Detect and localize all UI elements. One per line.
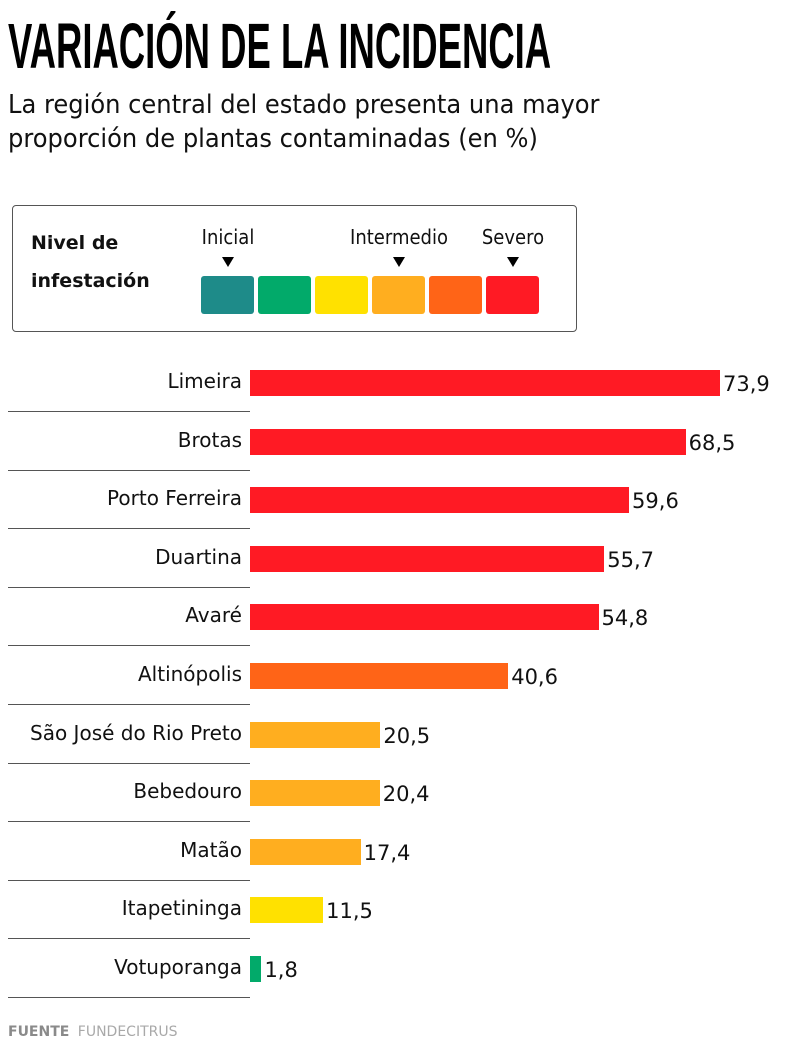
source-footer: FUENTE FUNDECITRUS xyxy=(8,1024,178,1040)
category-label: São José do Rio Preto xyxy=(30,721,242,745)
chart-subtitle: La región central del estado presenta un… xyxy=(8,90,600,154)
category-label: Avaré xyxy=(185,603,242,627)
down-triangle-icon xyxy=(221,257,234,267)
value-label: 20,4 xyxy=(382,782,430,806)
bar xyxy=(250,780,380,806)
source-label: FUENTE xyxy=(8,1024,70,1040)
legend-title-line1: Nivel de xyxy=(31,232,119,254)
bar xyxy=(250,839,361,865)
bar xyxy=(250,897,324,923)
bar xyxy=(250,956,262,982)
bar xyxy=(250,604,599,630)
legend-swatch xyxy=(486,276,539,314)
bar xyxy=(250,429,686,455)
legend-swatch xyxy=(372,276,425,314)
value-label: 59,6 xyxy=(632,489,679,513)
legend-level-label: Intermedio xyxy=(349,225,448,249)
row-divider xyxy=(8,645,250,646)
legend: Nivel de infestación Inicial Intermedio Se… xyxy=(12,205,577,332)
source-name: FUNDECITRUS xyxy=(77,1024,178,1040)
bar xyxy=(250,370,720,396)
value-label: 55,7 xyxy=(607,548,655,572)
row-divider xyxy=(8,411,250,412)
legend-swatch xyxy=(201,276,254,314)
value-label: 40,6 xyxy=(511,665,558,689)
category-label: Bebedouro xyxy=(133,779,242,803)
row-divider xyxy=(8,704,250,705)
row-divider xyxy=(8,938,250,939)
category-label: Itapetininga xyxy=(121,896,242,920)
legend-title-line2: infestación xyxy=(31,270,150,292)
legend-title: Nivel de infestación xyxy=(31,224,191,300)
bar xyxy=(250,487,630,513)
value-label: 54,8 xyxy=(601,606,649,630)
bar xyxy=(250,546,605,572)
category-label: Altinópolis xyxy=(137,662,242,686)
category-label: Brotas xyxy=(177,428,242,452)
value-label: 11,5 xyxy=(326,899,373,923)
legend-level-label: Inicial xyxy=(201,225,254,249)
chart-title: VARIACIÓN DE LA INCIDENCIA xyxy=(8,10,552,82)
row-divider xyxy=(8,997,250,998)
bar xyxy=(250,722,381,748)
bar xyxy=(250,663,509,689)
value-label: 73,9 xyxy=(723,372,770,396)
row-divider xyxy=(8,821,250,822)
legend-level-label: Severo xyxy=(481,225,544,249)
category-label: Matão xyxy=(180,838,242,862)
legend-swatch xyxy=(315,276,368,314)
category-label: Duartina xyxy=(155,545,242,569)
row-divider xyxy=(8,528,250,529)
category-label: Votuporanga xyxy=(114,955,242,979)
legend-swatch xyxy=(429,276,482,314)
category-label: Limeira xyxy=(167,369,242,393)
row-divider xyxy=(8,763,250,764)
value-label: 68,5 xyxy=(688,431,736,455)
value-label: 17,4 xyxy=(363,841,411,865)
row-divider xyxy=(8,470,250,471)
down-triangle-icon xyxy=(392,257,405,267)
legend-swatch xyxy=(258,276,311,314)
value-label: 1,8 xyxy=(264,958,298,982)
row-divider xyxy=(8,880,250,881)
category-label: Porto Ferreira xyxy=(107,486,242,510)
row-divider xyxy=(8,587,250,588)
value-label: 20,5 xyxy=(383,724,431,748)
down-triangle-icon xyxy=(506,257,519,267)
